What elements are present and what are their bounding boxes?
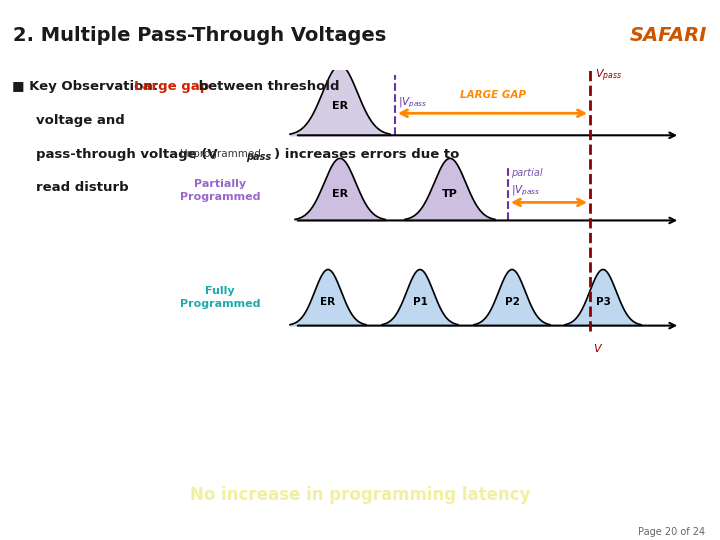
Text: Page 20 of 24: Page 20 of 24 xyxy=(639,527,706,537)
Text: No increase in programming latency: No increase in programming latency xyxy=(190,487,530,504)
Text: $V_{pass}$: $V_{pass}$ xyxy=(595,67,622,84)
Text: Unprogrammed: Unprogrammed xyxy=(179,150,261,159)
Text: $|V_{pass}$: $|V_{pass}$ xyxy=(511,183,540,198)
Text: ER: ER xyxy=(332,190,348,199)
Text: TP: TP xyxy=(442,190,458,199)
Text: Fully
Programmed: Fully Programmed xyxy=(180,286,260,309)
Text: pass-through voltage (V: pass-through voltage (V xyxy=(36,147,217,160)
Text: voltage and: voltage and xyxy=(36,114,125,127)
Text: $|V_{pass}$: $|V_{pass}$ xyxy=(398,96,427,111)
Text: Partially
Programmed: Partially Programmed xyxy=(180,179,260,202)
Text: ) increases errors due to: ) increases errors due to xyxy=(274,147,459,160)
Text: 2. Multiple Pass-Through Voltages: 2. Multiple Pass-Through Voltages xyxy=(13,25,386,45)
Text: LARGE GAP: LARGE GAP xyxy=(459,90,526,100)
Text: ER: ER xyxy=(332,101,348,111)
Text: P2: P2 xyxy=(505,297,519,307)
Text: pass: pass xyxy=(246,152,271,162)
Text: read disturb: read disturb xyxy=(36,181,129,194)
Text: partial: partial xyxy=(511,168,543,178)
Text: SAFARI: SAFARI xyxy=(630,25,707,45)
Text: Mitigates vulnerabilities to read disturb: Mitigates vulnerabilities to read distur… xyxy=(158,428,562,445)
Text: ■ Key Observation:: ■ Key Observation: xyxy=(12,80,163,93)
Text: between threshold: between threshold xyxy=(194,80,340,93)
Text: $V$: $V$ xyxy=(593,342,603,354)
Text: Large gap: Large gap xyxy=(134,80,210,93)
Text: P3: P3 xyxy=(595,297,611,307)
Text: ER: ER xyxy=(320,297,336,307)
Text: P1: P1 xyxy=(413,297,428,307)
